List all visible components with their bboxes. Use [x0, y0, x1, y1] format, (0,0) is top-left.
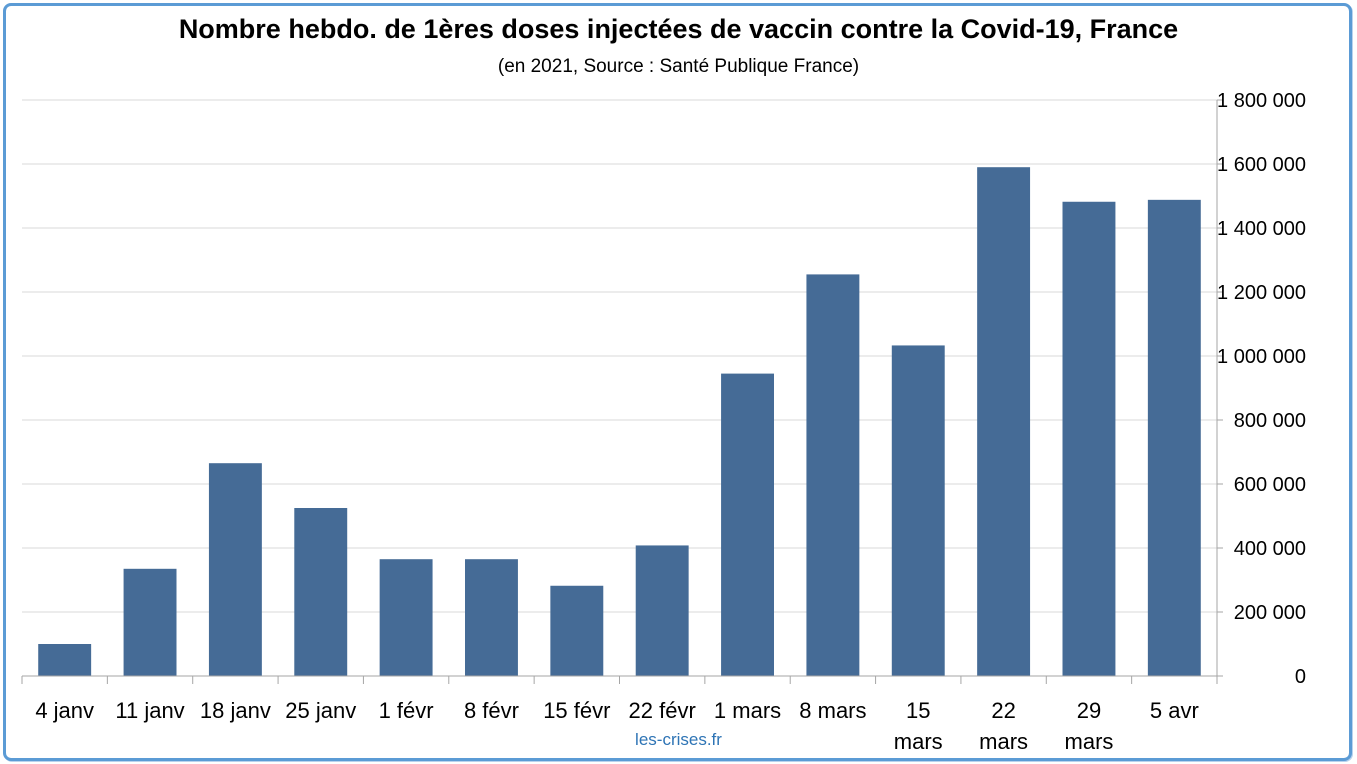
x-category-label: mars [979, 729, 1028, 754]
y-tick-label: 1 600 000 [1217, 154, 1306, 176]
bar [891, 345, 945, 676]
bar [550, 585, 604, 676]
y-tick-label: 400 000 [1234, 538, 1306, 560]
credit-link[interactable]: les-crises.fr [635, 730, 722, 749]
x-category-label: mars [1065, 729, 1114, 754]
x-category-label: 15 févr [543, 698, 610, 723]
y-tick-label: 1 200 000 [1217, 282, 1306, 304]
x-category-label: 25 janv [285, 698, 356, 723]
y-tick-label: 1 000 000 [1217, 346, 1306, 368]
bar [635, 545, 689, 676]
x-category-label: 29 [1077, 698, 1101, 723]
x-category-label: 4 janv [35, 698, 94, 723]
bar [208, 463, 262, 676]
y-tick-label: 800 000 [1234, 410, 1306, 432]
x-category-label: 1 mars [714, 698, 781, 723]
bar [806, 274, 860, 676]
y-tick-label: 600 000 [1234, 474, 1306, 496]
y-tick-label: 1 800 000 [1217, 90, 1306, 112]
chart-subtitle: (en 2021, Source : Santé Publique France… [497, 56, 860, 77]
chart-title: Nombre hebdo. de 1ères doses injectées d… [178, 14, 1179, 44]
y-tick-label: 0 [1295, 666, 1306, 688]
x-category-label: 15 [906, 698, 930, 723]
x-category-label: 18 janv [200, 698, 271, 723]
x-category-label: mars [894, 729, 943, 754]
bar [123, 568, 177, 676]
x-category-label: 8 févr [464, 698, 519, 723]
x-category-label: 11 janv [115, 698, 184, 723]
bar [721, 373, 774, 676]
bar [294, 508, 348, 676]
x-category-label: 22 févr [629, 698, 696, 723]
x-category-label: 22 [991, 698, 1015, 723]
x-category-label: 8 mars [799, 698, 866, 723]
bar [379, 559, 433, 676]
bar [1062, 201, 1116, 676]
x-category-label: 5 avr [1150, 698, 1199, 723]
bar [1147, 199, 1201, 676]
bar [38, 644, 92, 676]
x-category-label: 1 févr [379, 698, 434, 723]
bar [977, 167, 1031, 676]
y-tick-label: 200 000 [1234, 602, 1306, 624]
bar [465, 559, 518, 676]
y-tick-label: 1 400 000 [1217, 218, 1306, 240]
